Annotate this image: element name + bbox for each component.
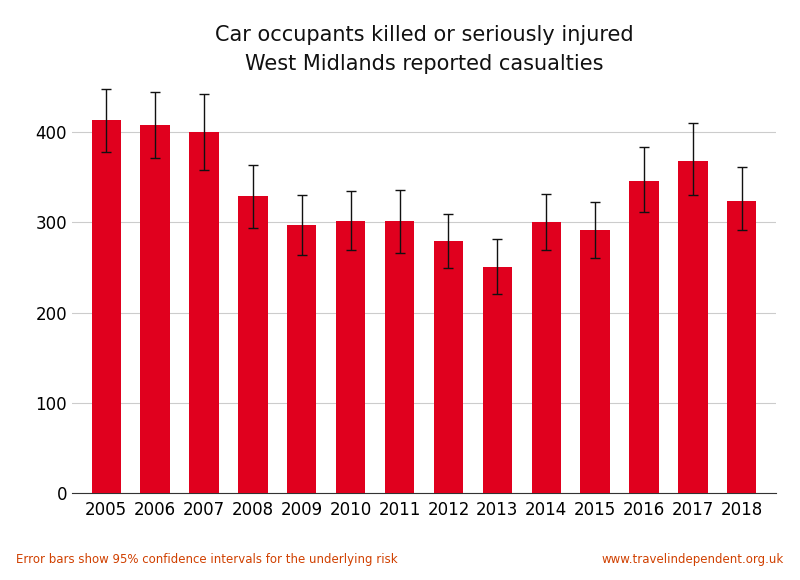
- Bar: [531, 222, 561, 493]
- Bar: [630, 181, 658, 493]
- Bar: [482, 267, 512, 493]
- Bar: [238, 196, 267, 493]
- Bar: [385, 222, 414, 493]
- Bar: [434, 241, 463, 493]
- Text: www.travelindependent.org.uk: www.travelindependent.org.uk: [602, 553, 784, 566]
- Text: Error bars show 95% confidence intervals for the underlying risk: Error bars show 95% confidence intervals…: [16, 553, 398, 566]
- Bar: [287, 225, 317, 493]
- Bar: [91, 121, 121, 493]
- Bar: [678, 161, 707, 493]
- Bar: [727, 201, 757, 493]
- Title: Car occupants killed or seriously injured
West Midlands reported casualties: Car occupants killed or seriously injure…: [214, 25, 634, 74]
- Bar: [141, 125, 170, 493]
- Bar: [336, 220, 366, 493]
- Bar: [190, 132, 218, 493]
- Bar: [581, 230, 610, 493]
